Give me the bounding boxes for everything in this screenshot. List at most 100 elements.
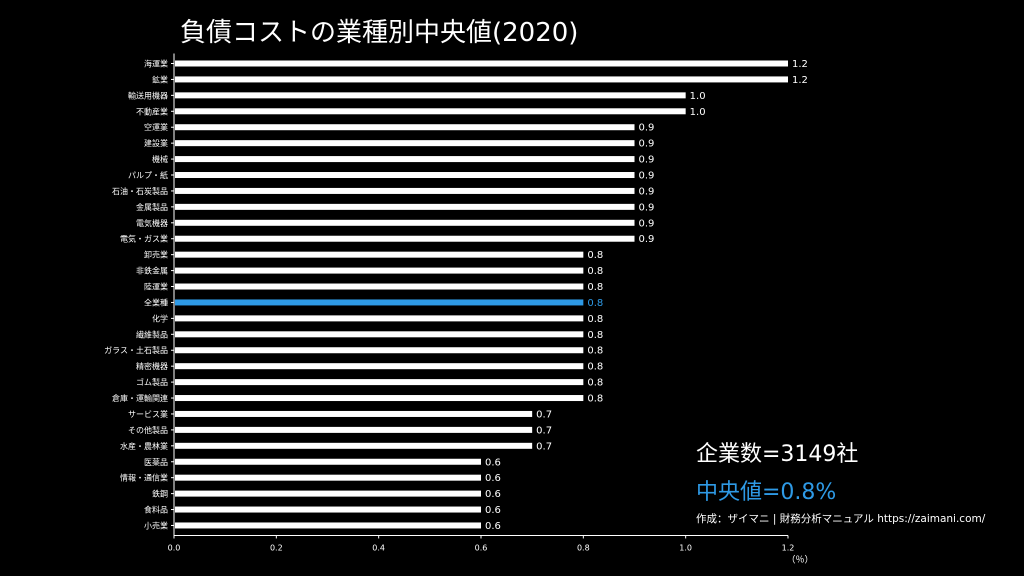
category-label: 小売業 [144, 520, 168, 530]
bar [175, 363, 584, 370]
bar [175, 299, 584, 306]
value-label: 1.0 [690, 107, 706, 118]
bar [175, 506, 481, 513]
category-label: 全業種 [144, 297, 168, 307]
bar [175, 108, 686, 115]
bar [175, 251, 584, 258]
bar [175, 442, 533, 449]
category-label: サービス業 [128, 409, 168, 419]
category-label: ガラス・土石製品 [104, 345, 168, 355]
category-label: 空運業 [144, 122, 168, 132]
bar [175, 458, 481, 465]
category-label: その他製品 [128, 425, 168, 435]
bar [175, 522, 481, 529]
value-label: 0.8 [587, 282, 603, 293]
bar [175, 410, 533, 417]
chart-title: 負債コストの業種別中央値(2020) [180, 18, 579, 48]
category-label: 金属製品 [136, 202, 168, 212]
value-label: 0.6 [485, 505, 501, 516]
x-tick-label: 0.6 [475, 543, 488, 552]
value-label: 0.8 [587, 250, 603, 261]
x-axis-label: （％） [786, 554, 813, 565]
value-label: 0.9 [639, 155, 655, 166]
value-label: 0.8 [587, 394, 603, 405]
company-count-label: 企業数=3149社 [696, 442, 859, 467]
bar [175, 187, 635, 194]
value-label: 0.9 [639, 186, 655, 197]
bar [175, 60, 788, 67]
category-label: 建設業 [144, 138, 168, 148]
bar [175, 140, 635, 147]
value-label: 0.9 [639, 202, 655, 213]
value-label: 0.9 [639, 218, 655, 229]
category-label: 不動産業 [136, 106, 168, 116]
bar [175, 315, 584, 322]
category-label: 精密機器 [136, 361, 168, 371]
category-label: パルプ・紙 [128, 170, 168, 180]
category-label: 繊維製品 [136, 329, 168, 339]
value-label: 1.2 [792, 59, 808, 70]
category-label: 食料品 [144, 505, 168, 515]
bar [175, 395, 584, 402]
category-label: 化学 [152, 313, 168, 323]
category-label: 鉄鋼 [152, 489, 168, 499]
value-label: 0.9 [639, 123, 655, 134]
value-label: 0.7 [536, 425, 552, 436]
bar [175, 426, 533, 433]
category-label: 電気・ガス業 [120, 234, 168, 244]
value-label: 1.2 [792, 75, 808, 86]
category-label: 鉱業 [152, 74, 168, 84]
x-tick-label: 1.2 [782, 543, 795, 552]
value-label: 0.8 [587, 298, 603, 309]
value-label: 0.8 [587, 378, 603, 389]
x-tick-label: 0.4 [372, 543, 385, 552]
value-label: 0.9 [639, 234, 655, 245]
bar [175, 490, 481, 497]
x-tick-label: 0.0 [168, 543, 181, 552]
category-label: 海運業 [144, 59, 168, 69]
category-label: ゴム製品 [136, 377, 168, 387]
value-label: 0.9 [639, 171, 655, 182]
value-label: 0.8 [587, 266, 603, 277]
x-tick-label: 1.0 [679, 543, 692, 552]
credit-label: 作成：ザイマニ | 財務分析マニュアル https://zaimani.com/ [696, 513, 986, 525]
value-label: 0.8 [587, 330, 603, 341]
category-label: 情報・通信業 [120, 473, 168, 483]
category-label: 卸売業 [144, 250, 168, 260]
x-tick-label: 0.8 [577, 543, 590, 552]
category-label: 電気機器 [136, 218, 168, 228]
category-label: 医薬品 [144, 457, 168, 467]
bar [175, 203, 635, 210]
bar [175, 267, 584, 274]
bar [175, 347, 584, 354]
bar [175, 331, 584, 338]
bar [175, 76, 788, 83]
x-tick-label: 0.2 [270, 543, 283, 552]
value-label: 0.6 [485, 457, 501, 468]
category-label: 倉庫・運輸関連 [112, 393, 168, 403]
value-label: 0.9 [639, 139, 655, 150]
category-label: 陸運業 [144, 282, 168, 292]
value-label: 0.6 [485, 521, 501, 532]
bar [175, 172, 635, 179]
bar [175, 219, 635, 226]
value-label: 0.8 [587, 362, 603, 373]
value-label: 0.7 [536, 409, 552, 420]
value-label: 0.6 [485, 489, 501, 500]
category-label: 水産・農林業 [120, 441, 168, 451]
value-label: 1.0 [690, 91, 706, 102]
bar [175, 124, 635, 131]
bar [175, 474, 481, 481]
category-label: 機械 [152, 154, 168, 164]
value-label: 0.6 [485, 473, 501, 484]
bar [175, 235, 635, 242]
bar [175, 379, 584, 386]
value-label: 0.7 [536, 441, 552, 452]
bar [175, 92, 686, 99]
bar [175, 283, 584, 290]
value-label: 0.8 [587, 346, 603, 357]
median-label: 中央値=0.8% [696, 480, 837, 505]
value-label: 0.8 [587, 314, 603, 325]
